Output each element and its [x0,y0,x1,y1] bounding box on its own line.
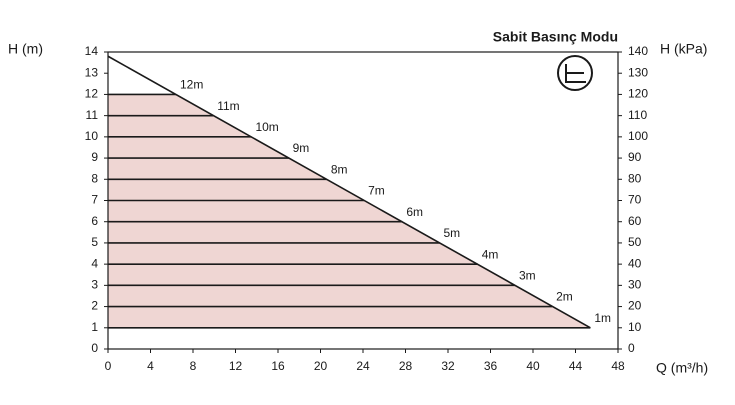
level-label: 11m [217,99,239,113]
x-tick-label: 24 [356,359,370,373]
y2-tick-label: 50 [628,235,642,249]
mode-icon [557,55,593,91]
chart-title: Sabit Basınç Modu [493,29,618,45]
x-tick-label: 48 [611,359,625,373]
y2-tick-label: 100 [628,129,648,143]
y2-tick-label: 70 [628,193,642,207]
x-tick-label: 28 [399,359,413,373]
x-axis-title: Q (m³/h) [656,360,708,376]
y-tick-label: 14 [85,44,99,58]
level-label: 7m [368,184,385,198]
y-tick-label: 8 [91,171,98,185]
x-tick-label: 0 [105,359,112,373]
y2-tick-label: 130 [628,65,648,79]
y-tick-label: 1 [91,320,98,334]
y-tick-label: 7 [91,193,98,207]
level-label: 4m [482,247,499,261]
y2-tick-label: 80 [628,171,642,185]
y2-tick-label: 0 [628,341,635,355]
x-tick-label: 12 [229,359,243,373]
y-tick-label: 2 [91,299,98,313]
pressure-curve [107,55,591,329]
level-label: 12m [180,78,203,92]
y-axis-title: H (m) [8,41,43,57]
x-tick-label: 20 [314,359,328,373]
y2-tick-label: 90 [628,150,642,164]
y2-tick-label: 120 [628,87,648,101]
level-label: 9m [293,141,310,155]
y-tick-label: 6 [91,214,98,228]
y-tick-label: 5 [91,235,98,249]
y-tick-label: 4 [91,256,98,270]
x-tick-label: 44 [569,359,583,373]
y2-tick-label: 140 [628,44,648,58]
y2-tick-label: 10 [628,320,642,334]
y-tick-label: 9 [91,150,98,164]
level-label: 5m [444,226,461,240]
y-tick-label: 0 [91,341,98,355]
y2-tick-label: 20 [628,299,642,313]
x-tick-label: 32 [441,359,455,373]
x-tick-label: 36 [484,359,498,373]
level-label: 3m [519,269,536,283]
level-label: 2m [556,290,573,304]
y-tick-label: 11 [86,108,99,122]
x-tick-label: 40 [526,359,540,373]
y2-tick-label: 60 [628,214,642,228]
level-label: 10m [255,120,278,134]
y-tick-label: 10 [85,129,99,143]
y-tick-label: 13 [85,65,99,79]
y2-tick-label: 110 [628,108,647,122]
level-label: 6m [406,205,423,219]
x-tick-label: 16 [271,359,285,373]
y-tick-label: 3 [91,278,98,292]
level-label: 1m [594,311,611,325]
y-tick-label: 12 [85,87,99,101]
y2-axis-title: H (kPa) [660,41,707,57]
x-tick-label: 4 [147,359,154,373]
x-tick-label: 8 [190,359,197,373]
y2-tick-label: 40 [628,256,642,270]
y2-tick-label: 30 [628,278,642,292]
level-label: 8m [331,162,348,176]
shaded-area [108,94,591,328]
